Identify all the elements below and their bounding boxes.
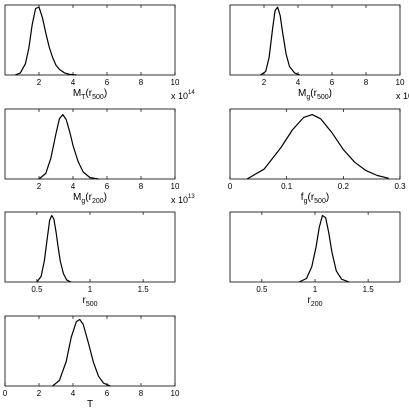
x-axis-label: T [87,399,93,409]
panel-4: 0 0.1 0.2 0.3 fg(r500) [228,108,406,205]
x-tick-label: 8 [139,389,144,398]
x-tick-label: 6 [330,78,335,87]
x-tick-label: 4 [296,78,301,87]
x-tick-label: 8 [364,78,369,87]
density-curve [298,214,350,283]
plot-frame [229,4,401,76]
x-tick-label: 10 [396,78,405,87]
plot-frame [229,108,401,180]
x-tick-label: 0 [3,389,8,398]
plot-frame [4,108,176,180]
plot-frame [4,211,176,283]
density-curve [246,113,389,180]
x-tick-label: 10 [171,389,180,398]
x-tick-label: 10 [171,78,180,87]
x-tick-label: 0 [228,182,233,191]
density-curve [14,6,77,76]
x-tick-label: 1 [88,285,93,294]
axis-multiplier: x 1013 [171,194,195,205]
x-tick-label: 6 [105,389,110,398]
x-tick-label: 4 [71,182,76,191]
x-tick-label: 1 [313,285,318,294]
x-tick-label: 0.3 [394,182,406,191]
panel-5: 0.5 1 1.5 r500 [4,211,176,308]
x-tick-label: 0.2 [338,182,350,191]
x-tick-label: 6 [105,182,110,191]
panel-2: 2 4 6 8 10 Mg(r500) x 1013 [229,4,409,101]
x-tick-label: 0.5 [31,285,43,294]
panel-7: 0 2 4 6 8 10 T [3,315,180,409]
plot-frame [4,4,176,76]
x-axis-label: Mg(r200) [73,192,107,205]
x-tick-label: 8 [139,78,144,87]
density-curve [38,113,99,180]
x-tick-label: 2 [37,78,42,87]
x-tick-label: 0.5 [256,285,268,294]
x-tick-label: 4 [71,389,76,398]
x-tick-label: 0.1 [281,182,293,191]
panel-1: 2 4 6 8 10 MT(r500) x 1014 [4,4,195,101]
x-axis-label: fg(r500) [301,192,329,205]
x-axis-label: r200 [307,295,322,308]
axis-multiplier: x 1014 [171,90,195,101]
density-curve [36,214,72,283]
plot-frame [4,315,176,387]
density-curve [260,6,300,76]
x-tick-label: 2 [37,389,42,398]
panel-3: 2 4 6 8 10 Mg(r200) x 1013 [4,108,195,205]
x-tick-label: 6 [105,78,110,87]
plot-frame [229,211,401,283]
axis-multiplier: x 1013 [396,90,409,101]
x-axis-label: r500 [82,295,97,308]
x-tick-label: 1.5 [138,285,150,294]
x-axis-label: MT(r500) [73,88,107,101]
x-tick-label: 10 [171,182,180,191]
x-tick-label: 8 [139,182,144,191]
density-curve [52,318,111,387]
panel-6: 0.5 1 1.5 r200 [229,211,401,308]
x-axis-label: Mg(r500) [298,88,332,101]
x-tick-label: 2 [262,78,267,87]
x-tick-label: 2 [37,182,42,191]
x-tick-label: 4 [71,78,76,87]
x-tick-label: 1.5 [363,285,375,294]
